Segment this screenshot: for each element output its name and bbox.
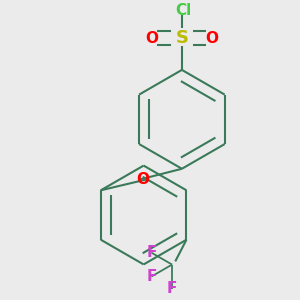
- Text: O: O: [145, 31, 158, 46]
- Text: F: F: [146, 245, 157, 260]
- Text: F: F: [146, 269, 157, 284]
- Text: O: O: [206, 31, 219, 46]
- Text: O: O: [136, 172, 149, 187]
- Text: Cl: Cl: [176, 3, 192, 18]
- Text: S: S: [176, 29, 188, 47]
- Text: F: F: [167, 281, 177, 296]
